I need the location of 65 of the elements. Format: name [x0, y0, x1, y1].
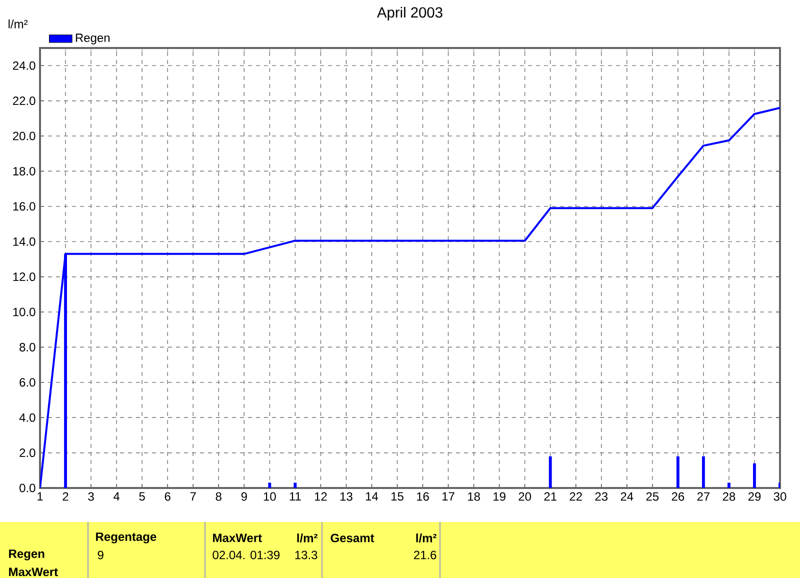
y-tick-label: 24.0 [12, 61, 36, 70]
text: MaxWert [9, 568, 58, 576]
bar [702, 456, 705, 488]
text: Regentage [96, 532, 156, 544]
y-tick-label: 6.0 [20, 378, 36, 387]
x-tick-label: 9 [241, 492, 247, 501]
x-tick-label: 29 [748, 492, 761, 501]
y-tick-label: 20.0 [12, 132, 36, 140]
x-tick-label: 12 [314, 492, 327, 501]
bar [676, 456, 680, 488]
x-tick-label: 11 [290, 492, 301, 501]
text: 02.04. 01:39 [212, 550, 280, 560]
x-tick-label: 4 [113, 492, 120, 501]
text: MaxWert [213, 534, 262, 542]
x-tick-label: 28 [722, 492, 736, 501]
x-tick-label: 7 [190, 492, 196, 501]
x-tick-label: 16 [417, 492, 429, 501]
x-tick-label: 21 [544, 492, 556, 501]
bar [727, 482, 730, 488]
x-tick-label: 30 [774, 492, 786, 501]
text: 9 [98, 550, 104, 560]
y-tick-label: 16.0 [13, 202, 36, 211]
text: Gesamt [330, 534, 374, 542]
y-axis-title: l/m² [8, 20, 28, 28]
y-tick-label: 10.0 [13, 308, 36, 316]
x-tick-label: 10 [264, 492, 276, 501]
x-tick-label: 26 [672, 492, 684, 501]
x-tick-label: 27 [697, 492, 710, 501]
y-tick-label: 4.0 [19, 413, 36, 422]
bar [268, 482, 272, 488]
x-tick-label: 18 [468, 492, 480, 501]
y-tick-label: 12.0 [13, 272, 36, 282]
x-tick-label: 3 [88, 492, 94, 501]
text: 21.6 [414, 550, 436, 560]
x-tick-label: 5 [139, 492, 145, 501]
x-tick-label: 20 [518, 492, 532, 501]
line-series [40, 106, 780, 488]
y-tick-label: 2.0 [20, 448, 36, 458]
x-tick-label: 13 [340, 492, 352, 501]
bar [753, 463, 756, 488]
y-tick-label: 22.0 [12, 96, 36, 106]
y-tick-label: 0.0 [20, 484, 36, 492]
text: l/m² [416, 534, 436, 542]
legend-label: Regen [76, 34, 110, 44]
x-tick-label: 15 [391, 492, 404, 501]
x-tick-label: 24 [620, 492, 634, 501]
x-tick-label: 14 [366, 492, 378, 501]
x-tick-label: 1 [38, 492, 43, 501]
x-tick-label: 25 [646, 492, 659, 501]
x-tick-label: 2 [62, 492, 68, 501]
x-tick-label: 17 [442, 492, 454, 501]
y-tick-label: 18.0 [13, 166, 36, 176]
text: 13.3 [295, 550, 318, 560]
x-tick-label: 6 [164, 492, 170, 501]
bar [548, 456, 552, 488]
x-tick-label: 22 [570, 492, 582, 501]
chart-title: April 2003 [377, 6, 442, 21]
text: Regen [9, 550, 44, 560]
x-tick-label: 8 [216, 492, 222, 501]
y-tick-label: 14.0 [13, 237, 36, 246]
x-tick-label: 23 [595, 492, 608, 501]
x-tick-label: 19 [494, 492, 506, 501]
y-tick-label: 8.0 [20, 342, 36, 352]
text: l/m² [297, 534, 318, 542]
bar [294, 482, 297, 488]
